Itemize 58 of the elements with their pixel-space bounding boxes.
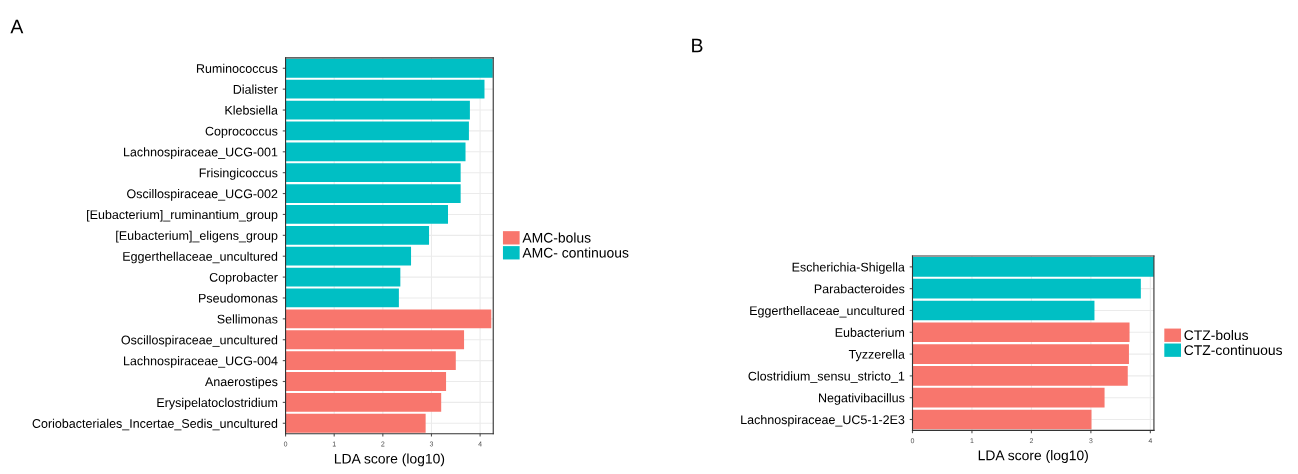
y-tick-label: Oscillospiraceae_uncultured xyxy=(121,335,278,347)
y-tick-label: Parabacteroides xyxy=(814,284,905,294)
y-tick-label: Anaerostipes xyxy=(204,376,278,389)
bar xyxy=(285,330,465,350)
y-tick-label: Pseudomonas xyxy=(199,293,278,303)
bar xyxy=(912,409,1092,430)
y-tick-label: Klebsiella xyxy=(225,105,278,115)
bar xyxy=(912,387,1105,408)
bar xyxy=(285,392,442,412)
bar xyxy=(285,267,401,287)
y-tick-label: Coprococcus xyxy=(205,126,278,139)
y-tick-label: Oscillospiraceae_UCG-002 xyxy=(127,189,278,201)
bar xyxy=(285,121,469,141)
text: B xyxy=(692,38,703,53)
y-tick-label: Sellimonas xyxy=(217,314,278,324)
y-tick-label: Tyzzerella xyxy=(848,349,905,362)
y-tick-label: Eggerthellaceae_uncultured xyxy=(123,251,278,264)
y-tick-label: Lachnospiraceae_UCG-004 xyxy=(124,356,278,368)
y-tick-label: Erysipelatoclostridium xyxy=(157,397,278,410)
legend-label: AMC- continuous xyxy=(522,247,629,258)
bar xyxy=(912,322,1130,343)
legend-label: CTZ-continuous xyxy=(1184,344,1283,356)
y-tick-label: Escherichia-Shigella xyxy=(792,262,905,274)
y-tick-label: [Eubacterium]_eligens_group xyxy=(116,230,278,243)
x-axis-title: LDA score (log10) xyxy=(334,453,445,467)
y-tick-label: Coriobacteriales_Incertae_Sedis_uncultured xyxy=(32,418,278,431)
bar xyxy=(285,246,412,266)
bar xyxy=(912,278,1141,299)
bar xyxy=(912,300,1095,321)
x-axis-title: LDA score (log10) xyxy=(978,450,1088,464)
y-tick-label: Lachnospiraceae_UC5-1-2E3 xyxy=(741,414,905,427)
bar xyxy=(285,142,466,162)
y-tick-label: Eggerthellaceae_uncultured xyxy=(750,305,905,318)
legend-label: CTZ-bolus xyxy=(1184,329,1249,341)
bar xyxy=(285,413,426,433)
bar xyxy=(285,225,430,245)
y-tick-label: Coprobacter xyxy=(209,272,278,285)
bar xyxy=(285,100,470,120)
bar xyxy=(285,372,447,391)
bar xyxy=(285,184,461,203)
legend-label: AMC-bolus xyxy=(522,232,591,243)
bar xyxy=(285,205,449,224)
y-tick-label: Frisingicoccus xyxy=(199,168,278,180)
y-tick-label: Lachnospiraceae_UCG-001 xyxy=(124,147,278,159)
y-tick-label: Dialister xyxy=(233,84,278,94)
text: A xyxy=(10,19,24,34)
bar xyxy=(285,288,399,308)
bar xyxy=(912,344,1129,364)
bar xyxy=(285,79,485,99)
y-tick-label: Ruminococcus xyxy=(196,63,278,73)
y-tick-label: [Eubacterium]_ruminantium_group xyxy=(87,209,278,222)
bar xyxy=(285,163,461,183)
y-tick-label: Negativibacillus xyxy=(819,393,905,405)
y-tick-label: Clostridium_sensu_stricto_1 xyxy=(748,371,905,383)
y-tick-label: Eubacterium xyxy=(835,327,905,337)
bar xyxy=(285,351,456,371)
bar xyxy=(285,309,492,329)
bar xyxy=(912,366,1128,386)
